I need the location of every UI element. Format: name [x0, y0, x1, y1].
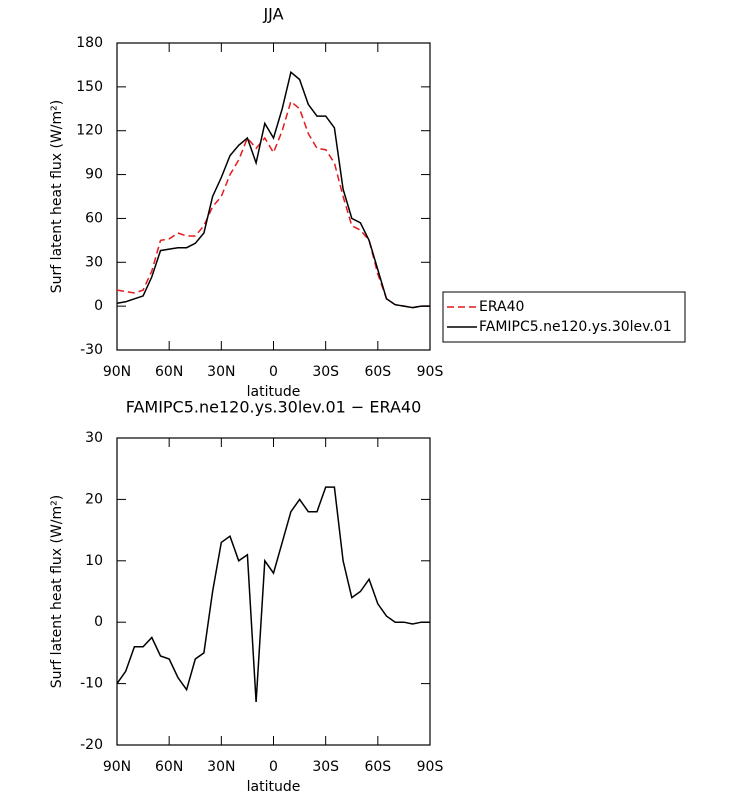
x-tick-label: 90N — [103, 364, 131, 380]
y-tick-label: -30 — [80, 342, 103, 358]
chart-title: FAMIPC5.ne120.ys.30lev.01 − ERA40 — [126, 398, 422, 417]
y-tick-label: 90 — [85, 167, 103, 183]
y-axis-label: Surf latent heat flux (W/m²) — [49, 100, 65, 293]
x-tick-label: 30N — [207, 364, 235, 380]
y-tick-label: 20 — [85, 491, 103, 507]
x-tick-label: 30S — [312, 364, 339, 380]
x-tick-label: 0 — [269, 759, 278, 775]
plot-frame — [116, 42, 431, 351]
x-axis-label: latitude — [247, 779, 301, 795]
x-tick-label: 60N — [155, 759, 183, 775]
data-line — [116, 486, 430, 703]
y-tick-label: 0 — [94, 298, 103, 314]
x-tick-label: 60N — [155, 364, 183, 380]
plot-frame — [116, 437, 431, 746]
x-tick-label: 60S — [364, 364, 391, 380]
legend-box — [442, 291, 686, 343]
y-tick-label: 10 — [85, 553, 103, 569]
y-tick-label: 0 — [94, 614, 103, 630]
y-axis-label: Surf latent heat flux (W/m²) — [49, 495, 65, 688]
x-tick-label: 60S — [364, 759, 391, 775]
x-tick-label: 90S — [417, 364, 444, 380]
data-line — [116, 70, 430, 309]
x-tick-label: 90N — [103, 759, 131, 775]
x-tick-label: 90S — [417, 759, 444, 775]
y-tick-label: -20 — [80, 737, 103, 753]
legend-label: FAMIPC5.ne120.ys.30lev.01 — [479, 319, 672, 335]
x-axis-label: latitude — [247, 384, 301, 400]
data-line — [116, 100, 430, 309]
chart-title: JJA — [262, 5, 283, 24]
y-tick-label: 120 — [76, 123, 103, 139]
y-tick-label: 150 — [76, 79, 103, 95]
y-tick-label: 180 — [76, 35, 103, 51]
x-tick-label: 30N — [207, 759, 235, 775]
y-tick-label: -10 — [80, 676, 103, 692]
y-tick-label: 30 — [85, 430, 103, 446]
x-tick-label: 30S — [312, 759, 339, 775]
y-tick-label: 60 — [85, 210, 103, 226]
legend-label: ERA40 — [479, 299, 524, 315]
x-tick-label: 0 — [269, 364, 278, 380]
y-tick-label: 30 — [85, 254, 103, 270]
